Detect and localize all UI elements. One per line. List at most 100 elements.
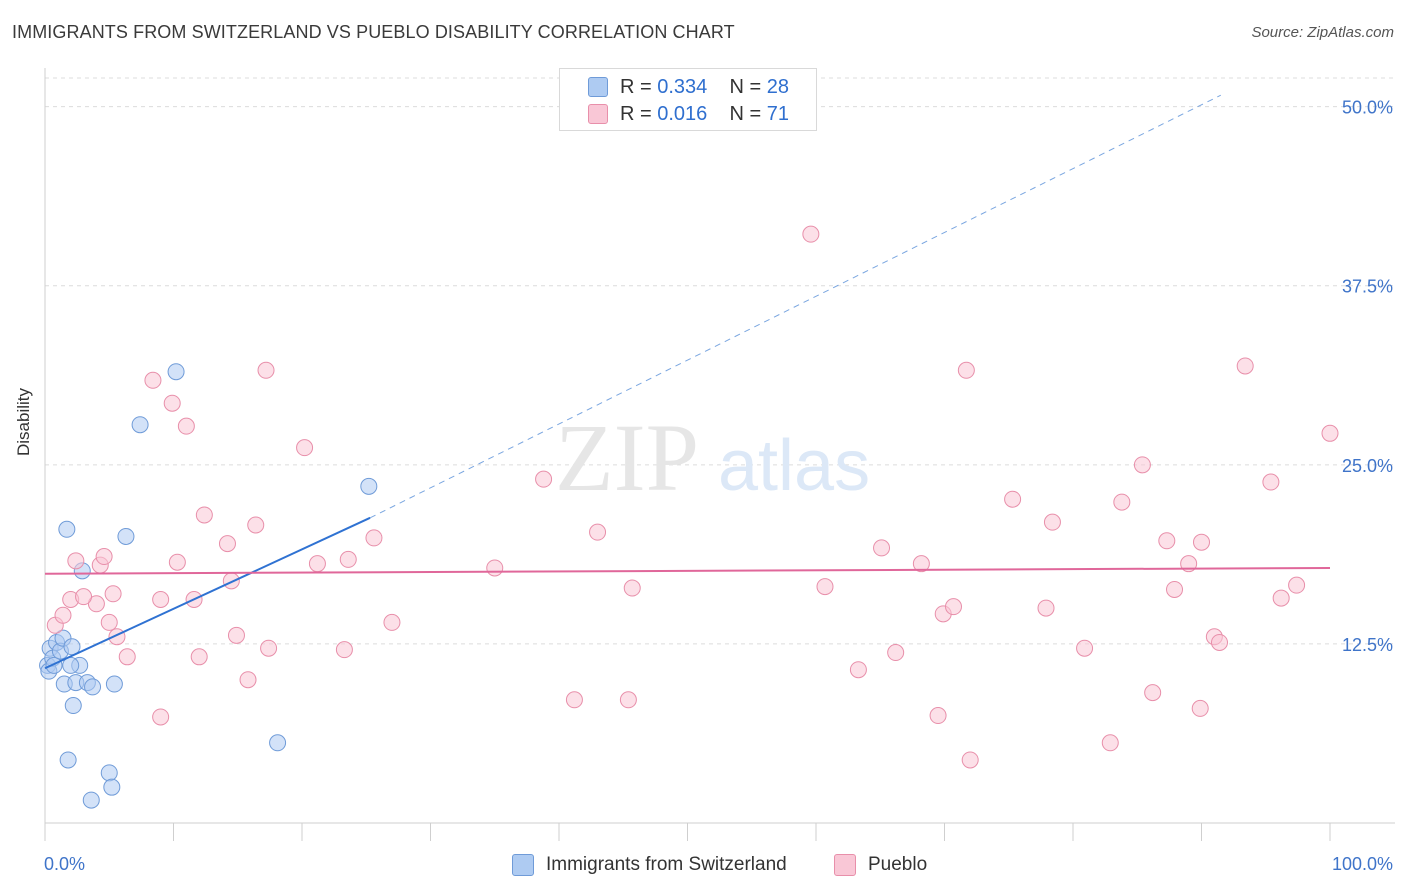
pueblo-point [163, 394, 181, 412]
chart-title: IMMIGRANTS FROM SWITZERLAND VS PUEBLO DI… [12, 22, 735, 42]
pueblo-point [339, 550, 357, 568]
n-label: N = [729, 102, 762, 125]
pueblo-point [118, 648, 136, 666]
switzerland-point [167, 363, 185, 381]
swatch-pueblo [588, 104, 608, 124]
switzerland-point [105, 675, 123, 693]
pueblo-point [1321, 424, 1339, 442]
pueblo-point [257, 361, 275, 379]
switzerland-point [59, 751, 77, 769]
y-tick-label: 37.5% [1342, 277, 1393, 297]
pueblo-point [623, 579, 641, 597]
watermark-atlas: atlas [718, 426, 870, 506]
pueblo-point [887, 644, 905, 662]
pueblo-point [218, 535, 236, 553]
r-label: R = [620, 102, 652, 125]
pueblo-point [1262, 473, 1280, 491]
switzerland-point [64, 697, 82, 715]
pueblo-point [1272, 589, 1290, 607]
switzerland-point [58, 520, 76, 538]
n-value: 71 [766, 102, 790, 125]
pueblo-point [929, 707, 947, 725]
legend-label-switzerland: Immigrants from Switzerland [546, 854, 787, 875]
pueblo-point [335, 641, 353, 659]
y-tick-label: 25.0% [1342, 456, 1393, 476]
switzerland-point [100, 764, 118, 782]
pueblo-point [1210, 633, 1228, 651]
pueblo-point [227, 626, 245, 644]
pueblo-point [95, 548, 113, 566]
switzerland-point [269, 734, 287, 752]
pueblo-point [190, 648, 208, 666]
stats-legend: R = 0.334 N = 28 R = 0.016 N = 71 [559, 68, 817, 131]
pueblo-point [296, 439, 314, 457]
pueblo-point [1166, 580, 1184, 598]
legend-item-pueblo[interactable]: Pueblo [834, 852, 927, 878]
n-label: N = [729, 75, 762, 98]
switzerland-trend-extension [369, 94, 1221, 519]
pueblo-point [67, 552, 85, 570]
switzerland-point [103, 778, 121, 796]
switzerland-point [117, 527, 135, 545]
pueblo-point [104, 585, 122, 603]
n-value: 28 [766, 75, 790, 98]
pueblo-point [944, 598, 962, 616]
pueblo-point [54, 606, 72, 624]
legend-swatch-pueblo [834, 854, 856, 876]
x-tick-label: 100.0% [1332, 854, 1393, 874]
pueblo-point [222, 572, 240, 590]
pueblo-point [1158, 532, 1176, 550]
pueblo-point [535, 470, 553, 488]
pueblo-point [75, 588, 93, 606]
pueblo-point [308, 555, 326, 573]
pueblo-point [486, 559, 504, 577]
pueblo-point [565, 691, 583, 709]
pueblo-point [1288, 576, 1306, 594]
y-tick-label: 12.5% [1342, 635, 1393, 655]
pueblo-point [619, 691, 637, 709]
legend-label-pueblo: Pueblo [868, 854, 928, 875]
series-legend: Immigrants from Switzerland Pueblo [0, 852, 1406, 878]
pueblo-point [383, 613, 401, 631]
pueblo-point [144, 371, 162, 389]
pueblo-point [168, 553, 186, 571]
pueblo-point [849, 661, 867, 679]
pueblo-point [961, 751, 979, 769]
legend-item-switzerland[interactable]: Immigrants from Switzerland [512, 852, 787, 878]
pueblo-point [1043, 513, 1061, 531]
r-value: 0.334 [657, 75, 708, 98]
pueblo-point [816, 578, 834, 596]
switzerland-point [360, 477, 378, 495]
pueblo-point [152, 591, 170, 608]
pueblo-point [100, 613, 118, 631]
pueblo-point [177, 417, 195, 435]
pueblo-point [247, 516, 265, 534]
pueblo-point [195, 506, 213, 524]
watermark-zip: ZIP [555, 404, 699, 511]
switzerland-point [82, 791, 100, 809]
pueblo-point [1133, 456, 1151, 474]
pueblo-point [1004, 490, 1022, 508]
r-value: 0.016 [657, 102, 708, 125]
source-text: Source: ZipAtlas.com [1251, 24, 1394, 41]
pueblo-point [1101, 734, 1119, 752]
pueblo-point [260, 639, 278, 657]
r-label: R = [620, 75, 652, 98]
pueblo-point [589, 523, 607, 541]
pueblo-point [152, 708, 170, 726]
pueblo-point [1236, 357, 1254, 375]
pueblo-point [1193, 533, 1210, 551]
pueblo-point [1037, 599, 1055, 617]
pueblo-point [1144, 684, 1162, 702]
switzerland-point [131, 416, 149, 434]
pueblo-point [873, 539, 891, 557]
pueblo-point [912, 555, 930, 573]
pueblo-trend-line [44, 566, 1331, 575]
x-tick-label: 0.0% [44, 854, 85, 874]
switzerland-point [84, 678, 102, 696]
pueblo-point [1191, 699, 1209, 717]
legend-swatch-switzerland [512, 854, 534, 876]
pueblo-point [87, 595, 105, 613]
swatch-switzerland [588, 77, 608, 97]
